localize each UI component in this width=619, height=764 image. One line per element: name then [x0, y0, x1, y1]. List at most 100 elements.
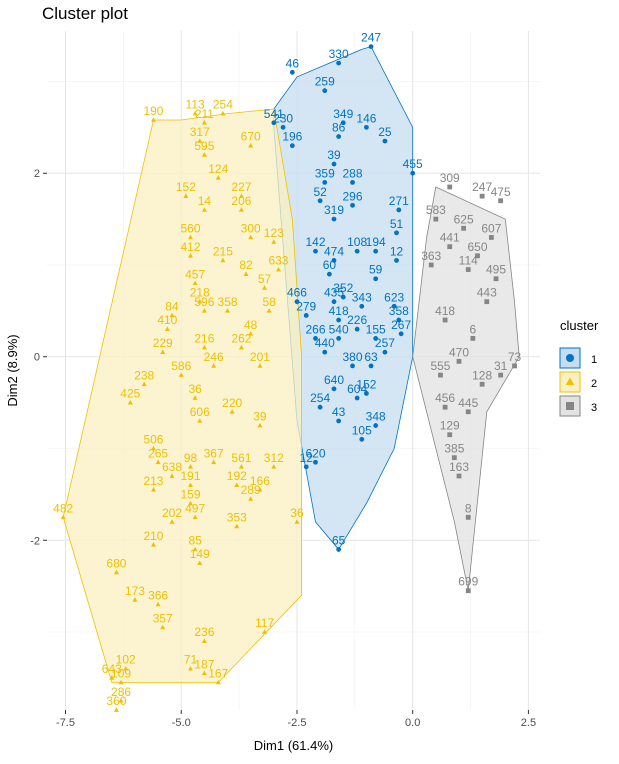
- point-label: 173: [125, 584, 145, 598]
- point-label: 360: [106, 694, 126, 708]
- cluster-2-point: [257, 422, 263, 428]
- point-label: 440: [315, 336, 335, 350]
- point-label: 456: [435, 391, 455, 405]
- point-label: 36: [290, 506, 304, 520]
- cluster-2-point: [169, 519, 175, 524]
- cluster-2-point: [127, 399, 133, 405]
- point-label: 236: [194, 625, 214, 639]
- cluster-2-point: [150, 117, 156, 122]
- cluster-1-point: [394, 230, 399, 236]
- point-label: 343: [352, 290, 372, 304]
- point-label: 561: [231, 451, 251, 465]
- point-label: 309: [440, 171, 460, 185]
- cluster-1-point: [368, 44, 374, 49]
- cluster-2-point: [201, 638, 207, 644]
- point-label: 638: [162, 460, 182, 474]
- point-label: 166: [250, 474, 270, 488]
- point-label: 43: [332, 405, 346, 419]
- cluster-1-point: [303, 313, 309, 318]
- cluster-2-point: [215, 679, 221, 685]
- cluster-3-point: [456, 473, 462, 479]
- cluster-1-point: [331, 161, 337, 167]
- point-label: 418: [329, 304, 349, 318]
- cluster-1-point: [289, 69, 295, 75]
- cluster-1-point: [350, 363, 355, 369]
- point-label: 246: [204, 350, 224, 364]
- cluster-3-point: [498, 198, 504, 204]
- cluster-3-point: [479, 381, 485, 387]
- point-label: 262: [231, 332, 251, 346]
- point-label: 86: [332, 121, 346, 135]
- cluster-2-point: [118, 679, 124, 685]
- point-label: 152: [176, 180, 196, 194]
- point-label: 699: [458, 575, 478, 589]
- point-label: 541: [264, 107, 284, 121]
- point-label: 300: [241, 221, 261, 235]
- point-label: 359: [315, 166, 335, 180]
- cluster-2-point: [201, 120, 207, 125]
- cluster-3-point: [512, 363, 517, 369]
- cluster-3-hull: [412, 186, 520, 591]
- x-tick-label: -5.0: [172, 717, 191, 729]
- point-label: 25: [378, 125, 392, 139]
- cluster-2-point: [229, 409, 235, 414]
- point-label: 58: [263, 295, 277, 309]
- cluster-3-point: [488, 235, 494, 240]
- point-label: 191: [180, 469, 200, 483]
- cluster-2-point: [197, 418, 203, 423]
- cluster-2-point: [201, 344, 207, 350]
- point-label: 412: [180, 240, 200, 254]
- point-label: 596: [194, 295, 214, 309]
- point-label: 39: [253, 410, 267, 424]
- point-label: 71: [184, 653, 198, 667]
- point-label: 357: [153, 611, 173, 625]
- x-tick-label: -2.5: [287, 717, 306, 729]
- point-label: 113: [186, 98, 205, 112]
- cluster-2-point: [155, 601, 161, 607]
- cluster-2-point: [201, 152, 207, 157]
- cluster-3-point: [470, 335, 476, 341]
- point-label: 257: [375, 336, 395, 350]
- cluster-2-point: [243, 271, 249, 276]
- x-tick-label: 2.5: [521, 717, 536, 729]
- cluster-2-point: [150, 487, 156, 492]
- cluster-2-point: [118, 698, 124, 703]
- point-label: 441: [440, 231, 460, 245]
- cluster-2-point: [60, 514, 66, 520]
- point-label: 51: [390, 217, 404, 231]
- cluster-3-point: [465, 514, 471, 520]
- point-label: 348: [366, 410, 386, 424]
- point-label: 385: [444, 442, 464, 456]
- cluster-3-point: [465, 409, 471, 415]
- y-tick-label: -2: [30, 535, 40, 547]
- cluster-2-point: [113, 707, 119, 712]
- cluster-3-point: [484, 299, 490, 305]
- cluster-2-point: [257, 487, 263, 492]
- cluster-1-point: [322, 349, 328, 355]
- cluster-2-point: [150, 542, 156, 547]
- cluster-2-point: [262, 629, 268, 634]
- point-label: 211: [195, 107, 214, 121]
- cluster-3-point: [447, 432, 453, 438]
- cluster-2-point: [294, 519, 300, 524]
- cluster-2-point: [150, 445, 156, 451]
- point-label: 215: [213, 244, 233, 258]
- point-label: 226: [347, 313, 367, 327]
- point-label: 358: [218, 295, 238, 309]
- point-label: 39: [327, 148, 341, 162]
- point-label: 279: [296, 299, 316, 313]
- point-label: 623: [384, 290, 404, 304]
- cluster-2-point: [271, 464, 277, 469]
- cluster-2-point: [225, 308, 231, 313]
- point-label: 620: [305, 446, 325, 460]
- point-label: 353: [227, 510, 247, 524]
- point-label: 319: [324, 203, 344, 217]
- point-label: 201: [250, 350, 270, 364]
- point-label: 670: [241, 130, 261, 144]
- cluster-2-points: [60, 110, 300, 712]
- legend: cluster 1 2 3: [559, 318, 599, 417]
- point-label: 506: [143, 432, 163, 446]
- cluster-2-point: [169, 312, 175, 318]
